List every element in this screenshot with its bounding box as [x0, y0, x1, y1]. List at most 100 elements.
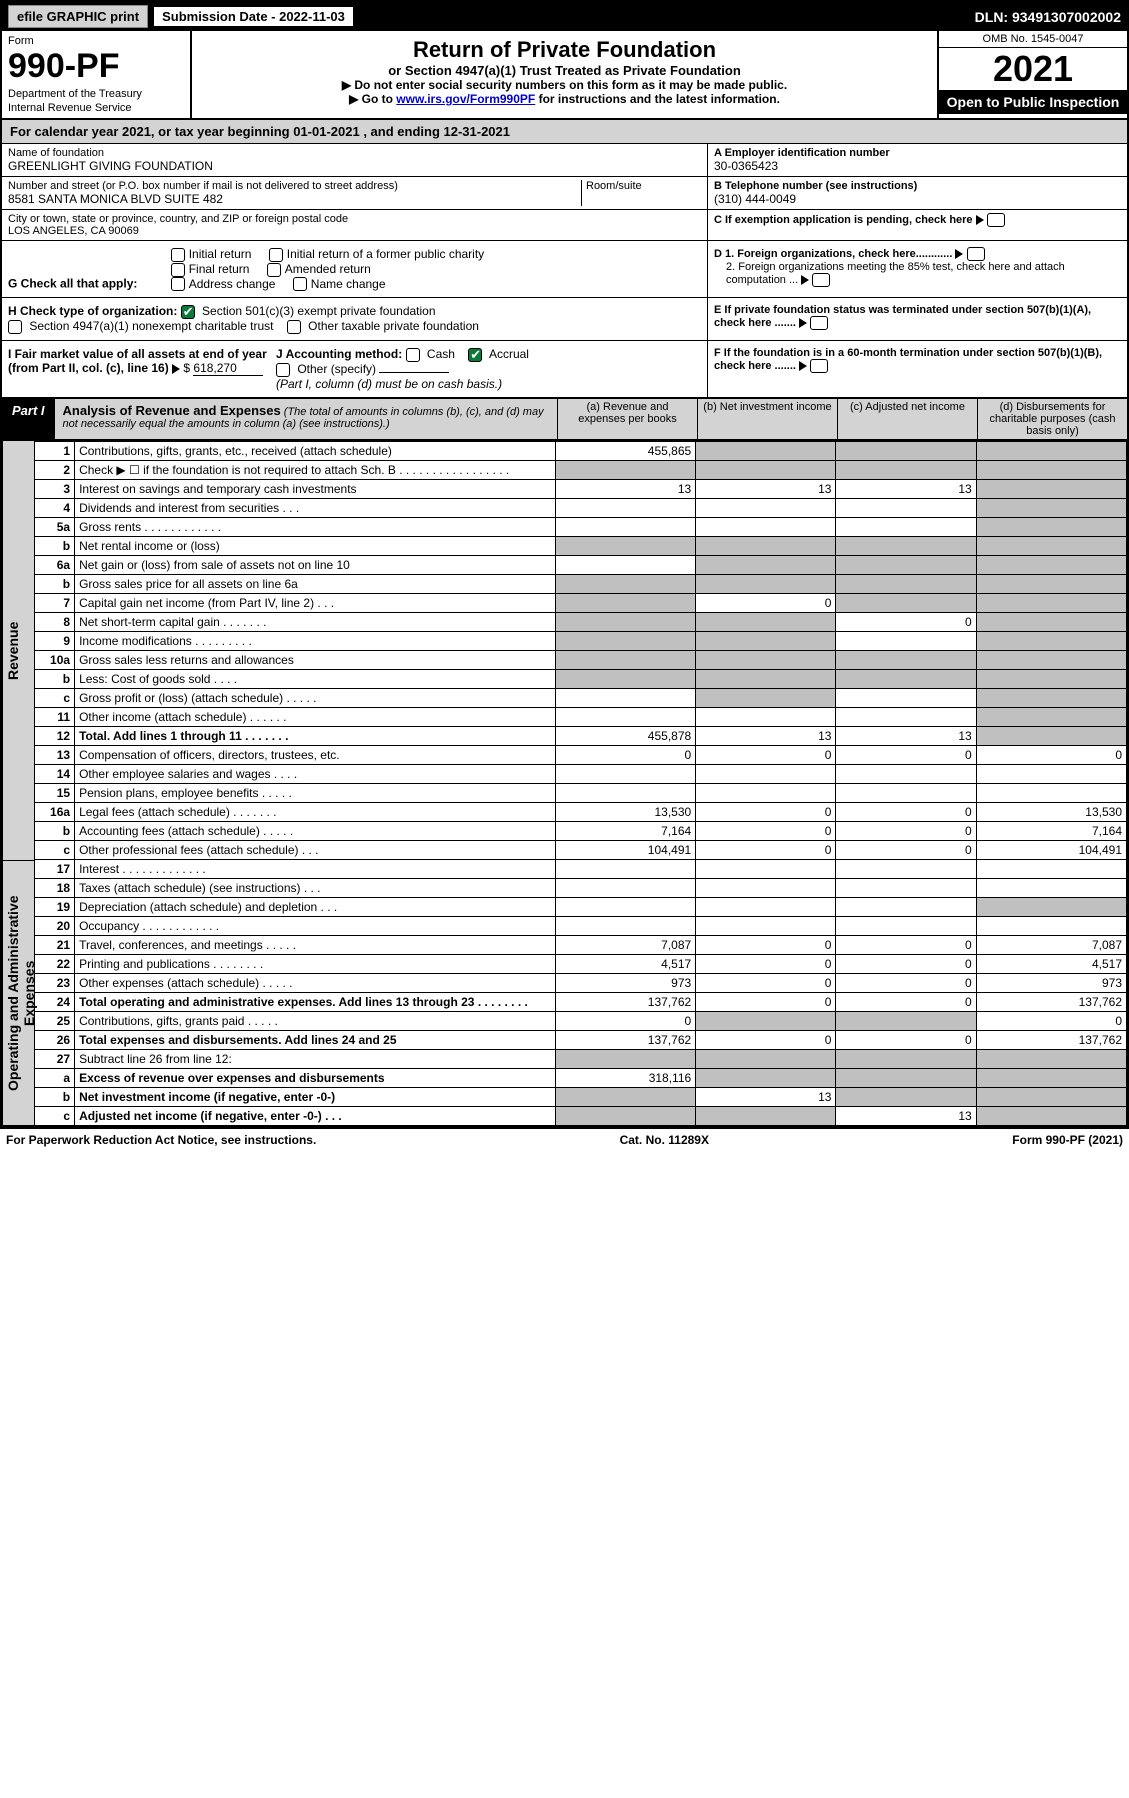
line-description: Subtract line 26 from line 12: [75, 1049, 556, 1068]
efile-print-button[interactable]: efile GRAPHIC print [8, 5, 148, 28]
address-change-checkbox[interactable] [171, 277, 185, 291]
line-description: Capital gain net income (from Part IV, l… [75, 593, 556, 612]
accrual-checkbox[interactable] [468, 348, 482, 362]
other-taxable-checkbox[interactable] [287, 320, 301, 334]
col-d-value: 0 [976, 1011, 1126, 1030]
col-b-value [696, 688, 836, 707]
col-a-value [555, 669, 695, 688]
col-d-value [976, 536, 1126, 555]
line-description: Travel, conferences, and meetings . . . … [75, 935, 556, 954]
col-c-value [836, 707, 976, 726]
table-row: cOther professional fees (attach schedul… [35, 840, 1127, 859]
col-b-value [696, 612, 836, 631]
line-description: Contributions, gifts, grants paid . . . … [75, 1011, 556, 1030]
line-number: 27 [35, 1049, 75, 1068]
table-row: 3Interest on savings and temporary cash … [35, 479, 1127, 498]
form-number: 990-PF [8, 47, 184, 86]
table-row: 22Printing and publications . . . . . . … [35, 954, 1127, 973]
col-d-value [976, 1049, 1126, 1068]
col-c-value: 0 [836, 802, 976, 821]
col-b-value [696, 1049, 836, 1068]
line-description: Net investment income (if negative, ente… [75, 1087, 556, 1106]
col-c-value: 0 [836, 745, 976, 764]
table-row: 21Travel, conferences, and meetings . . … [35, 935, 1127, 954]
col-a-value [555, 878, 695, 897]
initial-return-checkbox[interactable] [171, 248, 185, 262]
d1-checkbox[interactable] [967, 247, 985, 261]
line-number: 3 [35, 479, 75, 498]
col-b-value: 13 [696, 479, 836, 498]
line-description: Interest . . . . . . . . . . . . . [75, 859, 556, 878]
col-d-value: 973 [976, 973, 1126, 992]
part1-label: Part I [2, 399, 55, 439]
d2-checkbox[interactable] [812, 273, 830, 287]
name-change-checkbox[interactable] [293, 277, 307, 291]
line-description: Taxes (attach schedule) (see instruction… [75, 878, 556, 897]
table-row: cGross profit or (loss) (attach schedule… [35, 688, 1127, 707]
line-description: Net rental income or (loss) [75, 536, 556, 555]
col-a-value [555, 631, 695, 650]
col-d-value [976, 707, 1126, 726]
col-c-value [836, 631, 976, 650]
col-b-value [696, 707, 836, 726]
cash-checkbox[interactable] [406, 348, 420, 362]
sec501-checkbox[interactable] [181, 305, 195, 319]
line-description: Other professional fees (attach schedule… [75, 840, 556, 859]
e-checkbox[interactable] [810, 316, 828, 330]
col-a-value: 7,087 [555, 935, 695, 954]
table-row: 9Income modifications . . . . . . . . . [35, 631, 1127, 650]
col-c-value [836, 1068, 976, 1087]
fmv-value: 618,270 [193, 361, 263, 376]
other-method-checkbox[interactable] [276, 363, 290, 377]
col-d-value [976, 574, 1126, 593]
col-c-value [836, 764, 976, 783]
col-d-value: 7,164 [976, 821, 1126, 840]
col-c-value [836, 650, 976, 669]
street-address: 8581 SANTA MONICA BLVD SUITE 482 [8, 192, 581, 206]
line-description: Adjusted net income (if negative, enter … [75, 1106, 556, 1125]
col-b-value [696, 897, 836, 916]
foundation-name-label: Name of foundation [8, 147, 701, 159]
col-d-value [976, 1087, 1126, 1106]
amended-return-label: Amended return [285, 262, 371, 276]
col-b-value [696, 764, 836, 783]
col-c-value [836, 859, 976, 878]
exemption-pending-checkbox[interactable] [987, 213, 1005, 227]
col-a-value [555, 650, 695, 669]
col-a-header: (a) Revenue and expenses per books [557, 399, 697, 439]
col-a-value: 455,878 [555, 726, 695, 745]
line-number: 6a [35, 555, 75, 574]
col-d-header: (d) Disbursements for charitable purpose… [977, 399, 1127, 439]
col-b-value: 0 [696, 840, 836, 859]
line-number: 20 [35, 916, 75, 935]
line-description: Total expenses and disbursements. Add li… [75, 1030, 556, 1049]
col-a-value [555, 897, 695, 916]
form990pf-link[interactable]: www.irs.gov/Form990PF [396, 92, 535, 106]
line-number: 22 [35, 954, 75, 973]
col-c-value [836, 574, 976, 593]
submission-date: Submission Date - 2022-11-03 [154, 7, 353, 26]
final-return-checkbox[interactable] [171, 263, 185, 277]
col-b-value: 0 [696, 802, 836, 821]
table-row: 8Net short-term capital gain . . . . . .… [35, 612, 1127, 631]
f-checkbox[interactable] [810, 359, 828, 373]
col-a-value: 137,762 [555, 992, 695, 1011]
line-number: b [35, 574, 75, 593]
col-d-value [976, 669, 1126, 688]
omb-number: OMB No. 1545-0047 [939, 31, 1127, 48]
col-a-value: 0 [555, 1011, 695, 1030]
tax-year: 2021 [939, 48, 1127, 90]
initial-former-checkbox[interactable] [269, 248, 283, 262]
line-number: c [35, 688, 75, 707]
other-method-label: Other (specify) [297, 362, 376, 376]
line-description: Income modifications . . . . . . . . . [75, 631, 556, 650]
col-a-value [555, 1087, 695, 1106]
col-b-value: 0 [696, 593, 836, 612]
col-b-value: 0 [696, 973, 836, 992]
table-row: 12Total. Add lines 1 through 11 . . . . … [35, 726, 1127, 745]
footer-catno: Cat. No. 11289X [620, 1133, 709, 1147]
line-description: Pension plans, employee benefits . . . .… [75, 783, 556, 802]
amended-return-checkbox[interactable] [267, 263, 281, 277]
table-row: 13Compensation of officers, directors, t… [35, 745, 1127, 764]
sec4947-checkbox[interactable] [8, 320, 22, 334]
